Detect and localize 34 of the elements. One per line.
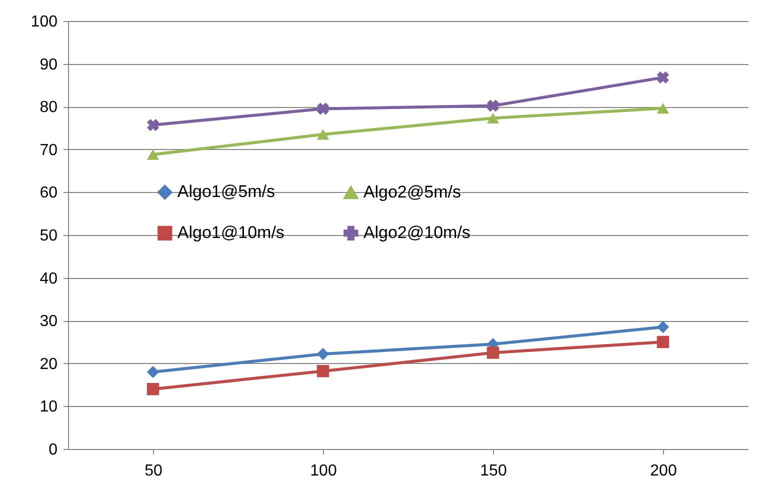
y-tick-label: 70 bbox=[40, 142, 58, 159]
legend-label: Algo2@10m/s bbox=[363, 223, 470, 242]
point bbox=[486, 100, 500, 112]
point bbox=[146, 366, 160, 378]
legend-label: Algo1@5m/s bbox=[177, 182, 275, 202]
y-tick-label: 80 bbox=[40, 99, 58, 116]
x-tick-label: 150 bbox=[480, 462, 507, 480]
point bbox=[486, 112, 500, 124]
legend-label: Algo2@5m/s bbox=[363, 182, 461, 202]
y-tick-label: 30 bbox=[40, 313, 58, 330]
y-tick-label: 20 bbox=[40, 356, 58, 373]
point bbox=[656, 103, 670, 114]
x-tick-label: 100 bbox=[310, 462, 337, 480]
point bbox=[656, 320, 670, 334]
y-tick-label: 60 bbox=[40, 184, 58, 202]
point bbox=[146, 382, 160, 396]
point bbox=[486, 346, 500, 359]
point bbox=[146, 118, 160, 132]
point bbox=[316, 348, 330, 360]
point bbox=[146, 149, 160, 160]
y-tick-label: 40 bbox=[40, 270, 58, 288]
y-tick-label: 0 bbox=[48, 442, 58, 458]
point bbox=[656, 336, 670, 348]
point bbox=[316, 129, 330, 140]
point bbox=[316, 102, 330, 115]
legend-label: Algo1@10m/s bbox=[177, 223, 284, 242]
y-tick-label: 50 bbox=[40, 228, 58, 244]
y-tick-label: 10 bbox=[40, 398, 58, 416]
point bbox=[316, 364, 330, 378]
y-tick-label: 100 bbox=[30, 14, 58, 30]
x-tick-label: 50 bbox=[144, 462, 162, 480]
y-tick-label: 90 bbox=[40, 56, 58, 74]
point bbox=[656, 71, 670, 84]
x-tick-label: 200 bbox=[650, 462, 677, 480]
